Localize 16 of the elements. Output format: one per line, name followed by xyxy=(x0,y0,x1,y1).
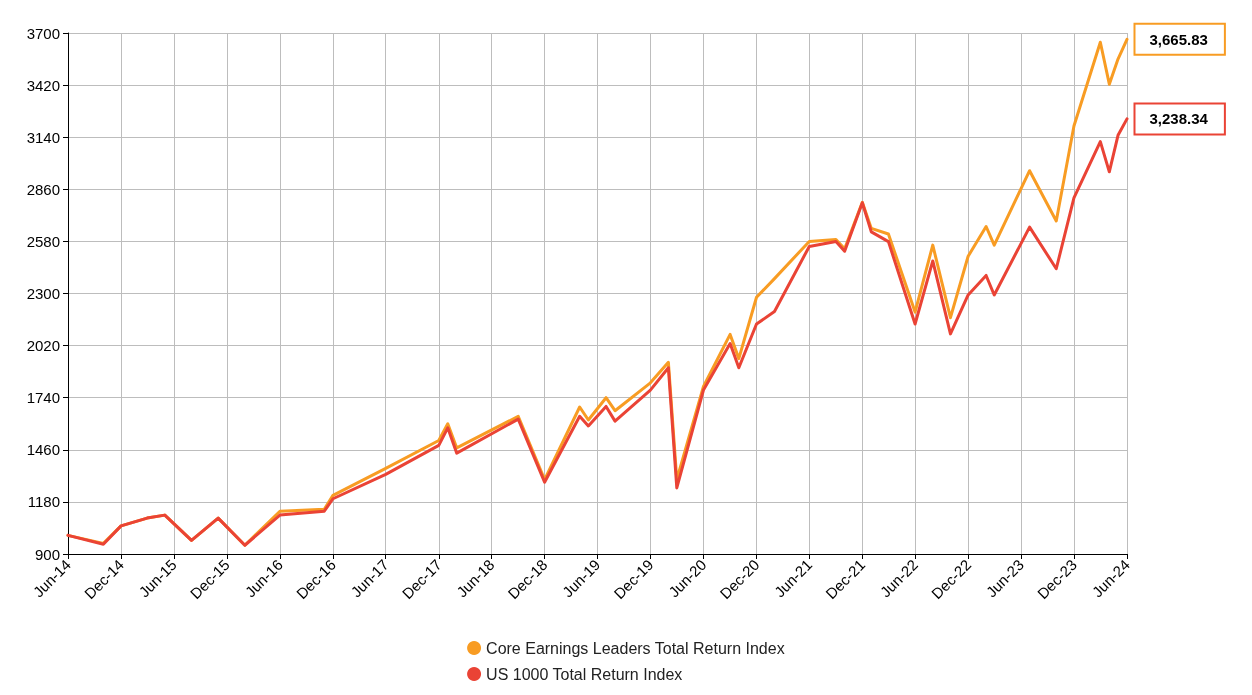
legend-label: Core Earnings Leaders Total Return Index xyxy=(486,639,785,657)
y-tick-label: 2020 xyxy=(26,337,60,355)
line-series xyxy=(66,117,1129,547)
y-tick-label: 2300 xyxy=(26,285,60,302)
legend-label: US 1000 Total Return Index xyxy=(486,665,683,683)
y-tick-label: 3700 xyxy=(26,24,60,42)
y-tick-label: 2860 xyxy=(26,180,60,198)
annotation: 3,665.83 xyxy=(1149,30,1208,48)
y-tick-label: 1180 xyxy=(27,493,60,511)
y-tick-label: 3420 xyxy=(26,76,60,94)
y-tick-label: 2580 xyxy=(26,232,60,250)
y-tick-label: 3140 xyxy=(26,128,60,146)
annotation: 3,238.34 xyxy=(1149,110,1209,128)
y-tick-label: 1740 xyxy=(26,389,60,407)
y-tick-label: 1460 xyxy=(26,441,60,459)
y-tick-label: 900 xyxy=(34,545,60,563)
